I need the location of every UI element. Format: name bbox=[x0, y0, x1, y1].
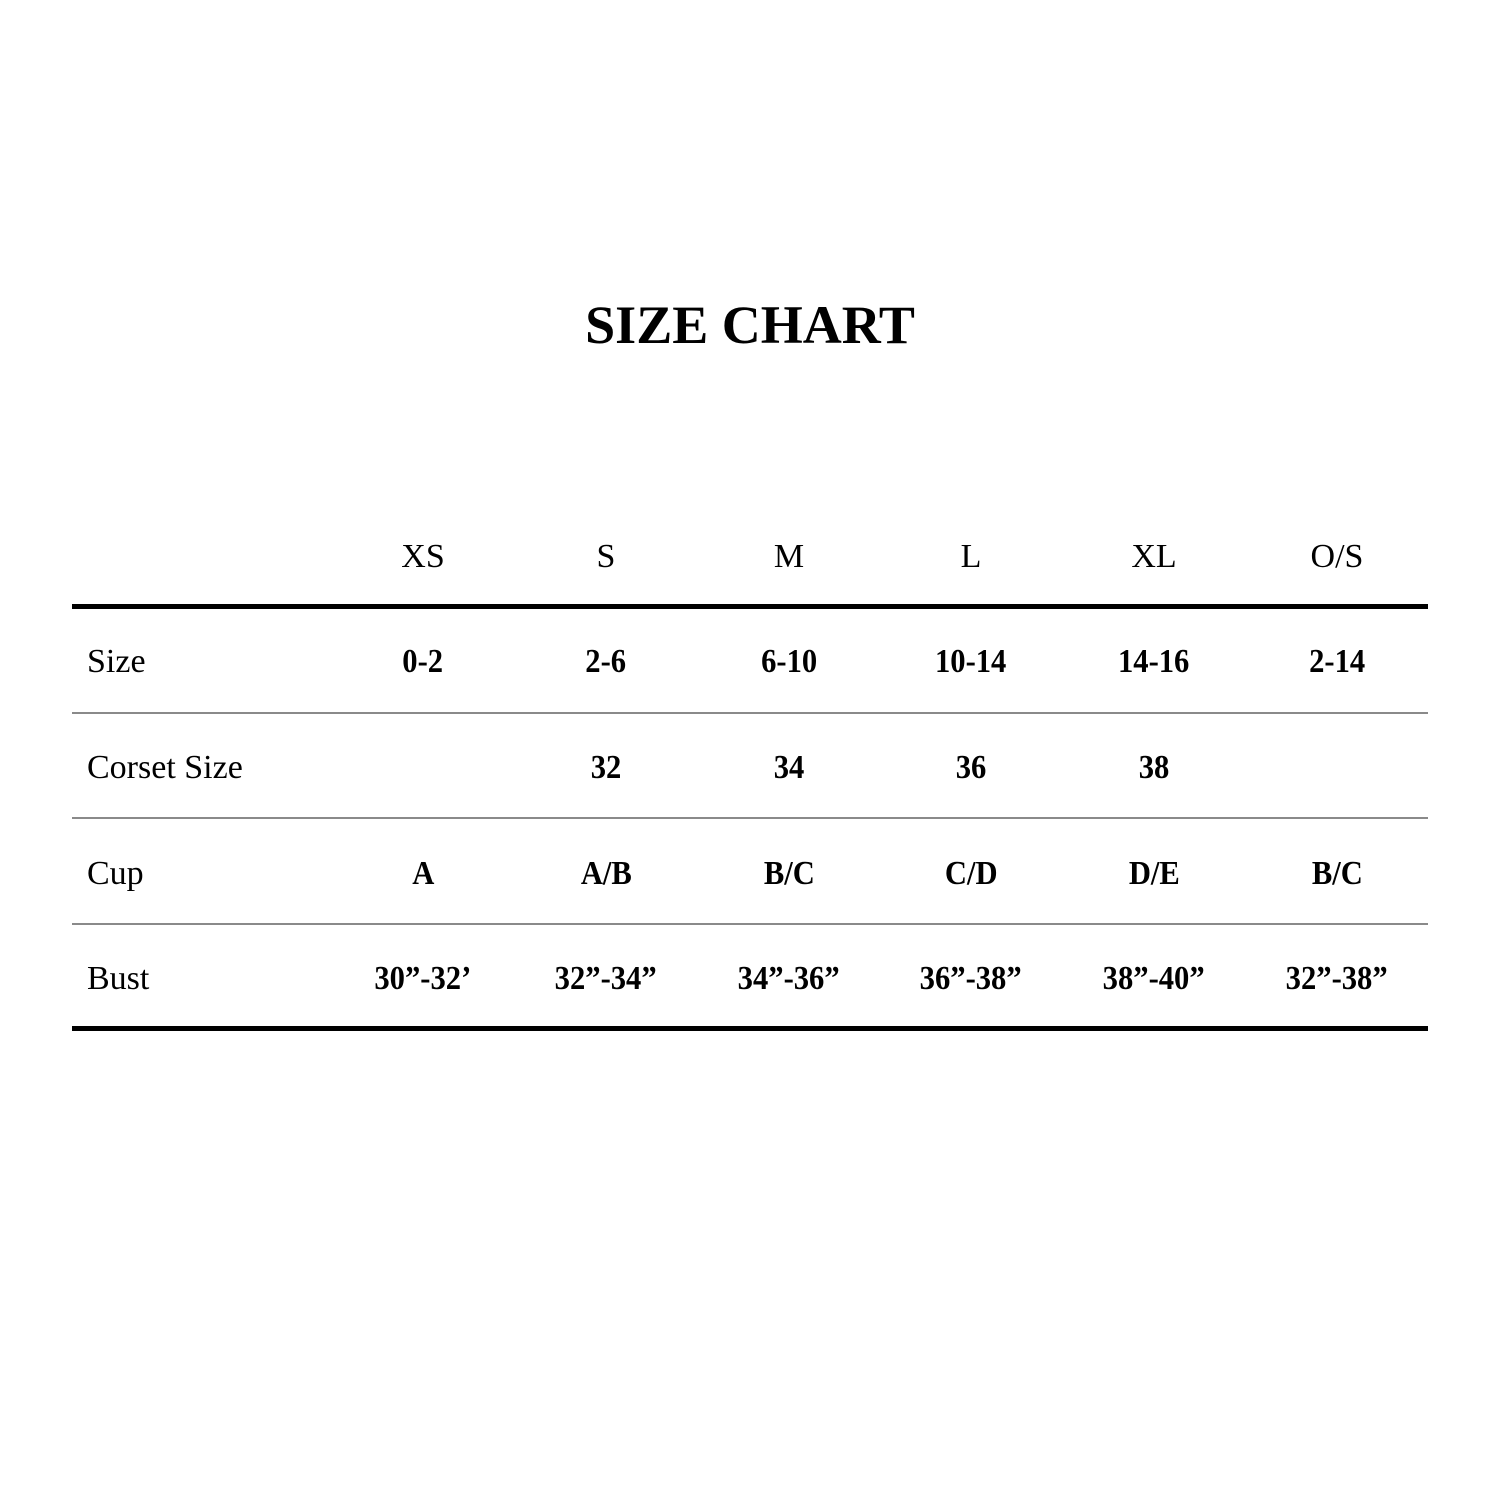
cell-value: 6-10 bbox=[760, 643, 818, 680]
cell-value: 36”-38” bbox=[919, 960, 1022, 997]
table-cell: 34”-36” bbox=[699, 959, 879, 999]
column-header: M bbox=[773, 538, 805, 575]
table-cell: 32”-38” bbox=[1247, 959, 1427, 999]
table-cell: A/B bbox=[516, 854, 696, 894]
cell-value: A bbox=[411, 855, 435, 892]
table-cell: 34 bbox=[699, 748, 879, 788]
cell-value: C/D bbox=[944, 855, 998, 892]
table-cell: 2-14 bbox=[1247, 642, 1427, 682]
column-header: XL bbox=[1131, 538, 1177, 575]
column-header: L bbox=[960, 538, 982, 575]
table-cell: B/C bbox=[1247, 854, 1427, 894]
table-cell: 2-6 bbox=[516, 642, 696, 682]
table-cell: 32 bbox=[516, 748, 696, 788]
cell-value: 38 bbox=[1138, 749, 1170, 786]
page-title: SIZE CHART bbox=[585, 295, 915, 355]
cell-value: 38”-40” bbox=[1102, 960, 1205, 997]
table-cell: 32”-34” bbox=[516, 959, 696, 999]
table-cell: 30”-32’ bbox=[333, 959, 513, 999]
table-divider bbox=[72, 712, 1428, 714]
cell-value: 36 bbox=[955, 749, 987, 786]
table-cell: D/E bbox=[1064, 854, 1244, 894]
table-cell: C/D bbox=[881, 854, 1061, 894]
table-cell: 36 bbox=[881, 748, 1061, 788]
cell-value: 32”-38” bbox=[1285, 960, 1388, 997]
row-label: Bust bbox=[87, 960, 150, 997]
cell-value: 34”-36” bbox=[737, 960, 840, 997]
column-header: XS bbox=[401, 538, 445, 575]
table-cell: 36”-38” bbox=[881, 959, 1061, 999]
column-header: S bbox=[596, 538, 616, 575]
cell-value: 32 bbox=[590, 749, 622, 786]
table-divider bbox=[72, 923, 1428, 925]
column-header: O/S bbox=[1310, 538, 1364, 575]
table-cell bbox=[1247, 748, 1427, 788]
table-divider bbox=[72, 604, 1428, 609]
table-divider bbox=[72, 817, 1428, 819]
table-cell: 38 bbox=[1064, 748, 1244, 788]
table-cell: 6-10 bbox=[699, 642, 879, 682]
table-cell: 14-16 bbox=[1064, 642, 1244, 682]
row-label: Size bbox=[87, 643, 146, 680]
cell-value: 30”-32’ bbox=[374, 960, 472, 997]
cell-value: 34 bbox=[773, 749, 805, 786]
table-cell: 38”-40” bbox=[1064, 959, 1244, 999]
table-divider bbox=[72, 1026, 1428, 1031]
table-cell: A bbox=[333, 854, 513, 894]
cell-value: A/B bbox=[580, 855, 632, 892]
table-cell bbox=[333, 748, 513, 788]
table-cell: B/C bbox=[699, 854, 879, 894]
cell-value: 2-6 bbox=[585, 643, 627, 680]
table-cell: 10-14 bbox=[881, 642, 1061, 682]
cell-value: 32”-34” bbox=[554, 960, 657, 997]
table-cell: 0-2 bbox=[333, 642, 513, 682]
row-label: Corset Size bbox=[87, 749, 243, 786]
row-label: Cup bbox=[87, 855, 144, 892]
cell-value: 14-16 bbox=[1118, 643, 1190, 680]
cell-value: B/C bbox=[763, 855, 815, 892]
cell-value: 10-14 bbox=[935, 643, 1007, 680]
cell-value: 2-14 bbox=[1308, 643, 1366, 680]
cell-value: B/C bbox=[1311, 855, 1363, 892]
cell-value: D/E bbox=[1128, 855, 1180, 892]
cell-value: 0-2 bbox=[402, 643, 444, 680]
